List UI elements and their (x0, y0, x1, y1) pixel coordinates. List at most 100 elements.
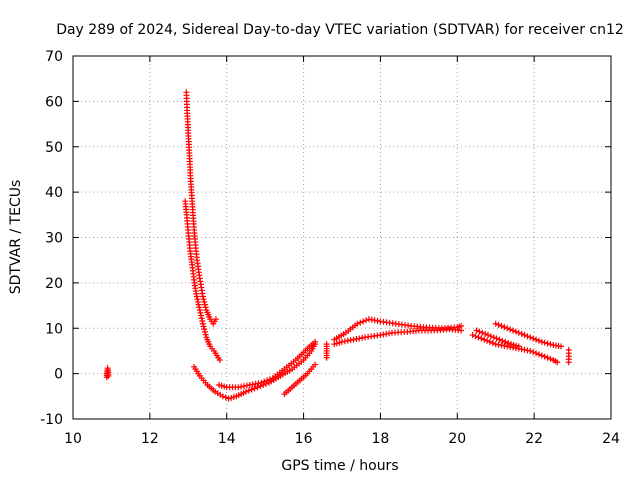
data-point (558, 343, 565, 350)
data-point (475, 334, 482, 341)
data-point (242, 388, 249, 395)
data-point (554, 359, 561, 366)
data-point (245, 387, 252, 394)
data-point (363, 317, 370, 324)
data-point (472, 333, 479, 340)
x-axis-label: GPS time / hours (281, 458, 398, 474)
data-point (481, 336, 488, 343)
x-tick-label: 14 (218, 431, 236, 447)
data-point (495, 321, 502, 328)
data-point (527, 334, 534, 341)
data-point (199, 317, 206, 324)
data-point (202, 304, 209, 311)
data-point (200, 323, 207, 330)
data-point (216, 357, 223, 364)
data-point (212, 316, 219, 323)
chart-title: Day 289 of 2024, Sidereal Day-to-day VTE… (56, 22, 624, 38)
data-point (541, 353, 548, 360)
data-point (254, 384, 261, 391)
axes (72, 55, 612, 420)
data-point (515, 329, 522, 336)
data-point (538, 352, 545, 359)
grid (72, 55, 612, 420)
data-point (493, 335, 500, 342)
data-point (544, 340, 551, 347)
data-point (196, 307, 203, 314)
data-point (201, 326, 208, 333)
data-point (194, 296, 201, 303)
data-point (504, 325, 511, 332)
data-point (354, 320, 361, 327)
x-tick-label: 20 (448, 431, 466, 447)
data-point (486, 338, 493, 345)
data-point (261, 378, 268, 385)
data-point (312, 338, 319, 345)
data-point (197, 309, 204, 316)
data-point (521, 332, 528, 339)
y-tick-label: 60 (45, 94, 63, 110)
data-point (195, 301, 202, 308)
data-point (458, 322, 465, 329)
data-point (530, 349, 537, 356)
y-tick-label: 30 (45, 231, 63, 247)
data-point (266, 376, 273, 383)
x-tick-label: 12 (141, 431, 159, 447)
data-point (105, 372, 112, 379)
data-point (498, 322, 505, 329)
data-point (496, 336, 503, 343)
data-point (489, 339, 496, 346)
data-points (103, 89, 572, 402)
data-point (199, 293, 206, 300)
data-point (507, 326, 514, 333)
data-point (202, 331, 209, 338)
data-point (512, 328, 519, 335)
data-point (547, 355, 554, 362)
data-point (482, 330, 489, 337)
data-point (199, 320, 206, 327)
data-point (501, 324, 508, 331)
data-point (357, 319, 364, 326)
x-tick-label: 22 (525, 431, 543, 447)
data-point (541, 339, 548, 346)
data-point (219, 393, 226, 400)
tick-labels: 10 12 14 16 18 20 22 24 -10 0 10 20 30 40 50 60 70 (40, 49, 620, 447)
data-point (196, 304, 203, 311)
data-point (527, 347, 534, 354)
y-tick-label: 50 (45, 140, 63, 156)
data-point (524, 333, 531, 340)
data-point (258, 379, 265, 386)
data-point (518, 330, 525, 337)
data-point (533, 350, 540, 357)
x-tick-label: 24 (602, 431, 620, 447)
data-point (484, 337, 491, 344)
x-tick-label: 16 (295, 431, 313, 447)
data-point (505, 339, 512, 346)
x-tick-label: 18 (372, 431, 390, 447)
data-point (201, 298, 208, 305)
data-point (544, 354, 551, 361)
data-point (476, 328, 483, 335)
data-point (251, 385, 258, 392)
data-point (193, 293, 200, 300)
data-point (492, 320, 499, 327)
data-point (360, 318, 367, 325)
data-point (502, 338, 509, 345)
data-point (510, 327, 517, 334)
y-tick-label: 40 (45, 185, 63, 201)
data-point (538, 338, 545, 345)
y-tick-label: -10 (40, 412, 63, 428)
data-point (198, 315, 205, 322)
data-point (264, 377, 271, 384)
data-point (565, 347, 572, 354)
data-point (194, 298, 201, 305)
plot-border (72, 55, 612, 420)
data-point (490, 334, 497, 341)
data-point (200, 296, 207, 303)
y-tick-label: 10 (45, 321, 63, 337)
data-point (222, 394, 229, 401)
data-point (533, 336, 540, 343)
data-point (485, 332, 492, 339)
y-tick-label: 20 (45, 276, 63, 292)
data-point (535, 337, 542, 344)
